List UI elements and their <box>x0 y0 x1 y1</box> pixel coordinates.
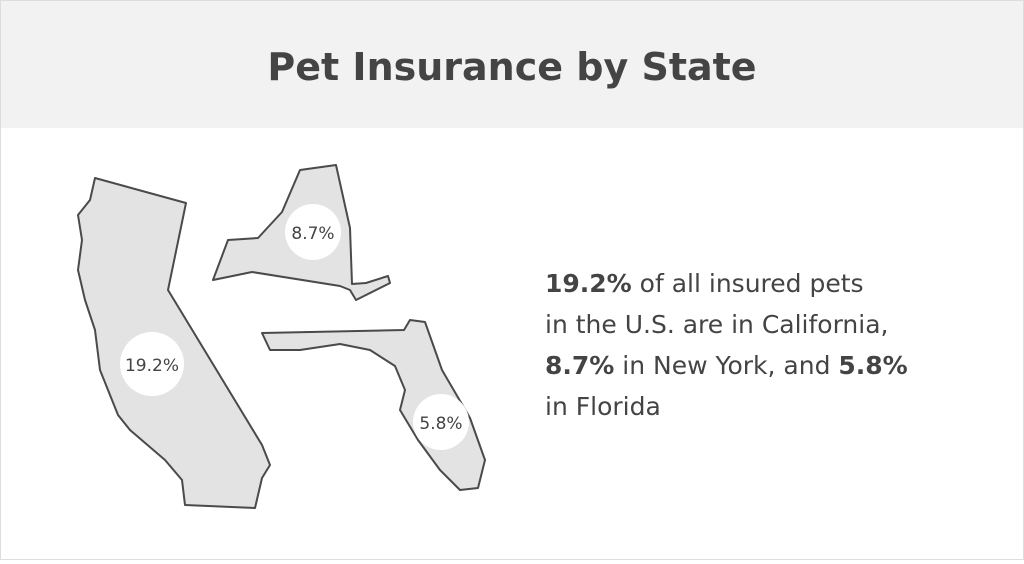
label-bubble <box>120 332 184 396</box>
summary-text: in the U.S. are in California, <box>545 310 889 339</box>
summary-line: 19.2% of all insured pets <box>545 269 864 298</box>
summary-text: of all insured pets <box>632 269 864 298</box>
label-bubble <box>413 394 469 450</box>
florida-shape <box>261 319 486 491</box>
state-label: 19.2% <box>125 356 179 376</box>
summary-highlight: 19.2% <box>545 269 632 298</box>
summary-highlight: 8.7% <box>545 351 614 380</box>
title: Pet Insurance by State <box>267 45 756 89</box>
summary-line: in the U.S. are in California, <box>545 310 889 339</box>
state-label: 8.7% <box>291 224 334 244</box>
summary-text: in Florida <box>545 392 661 421</box>
header-band <box>1 1 1023 128</box>
state-label: 5.8% <box>419 414 462 434</box>
summary-line: in Florida <box>545 392 661 421</box>
summary-line: 8.7% in New York, and 5.8% <box>545 351 908 380</box>
summary-text: in New York, and <box>614 351 838 380</box>
summary: 19.2% of all insured pets in the U.S. are… <box>545 269 908 421</box>
summary-highlight: 5.8% <box>838 351 907 380</box>
label-bubble <box>285 204 341 260</box>
